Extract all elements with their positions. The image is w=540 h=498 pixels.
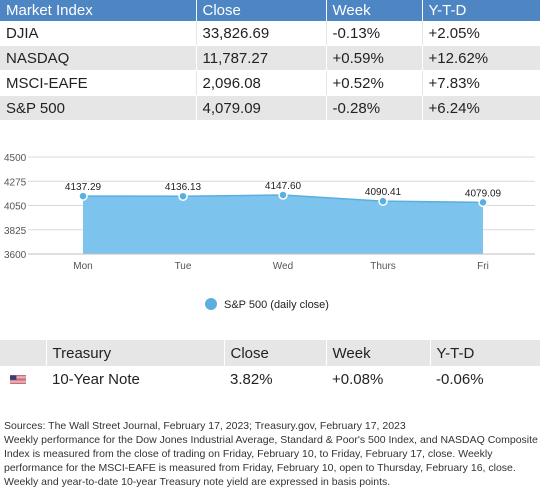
data-point bbox=[178, 191, 188, 201]
index-week: -0.28% bbox=[326, 95, 423, 121]
y-tick-label: 4050 bbox=[4, 202, 27, 213]
header-treasury: Treasury bbox=[46, 340, 225, 366]
y-tick-label: 4275 bbox=[4, 177, 27, 188]
index-close: 33,826.69 bbox=[196, 21, 327, 46]
header-close: Close bbox=[224, 340, 327, 366]
x-tick-label: Mon bbox=[73, 261, 92, 272]
methodology-note: Weekly performance for the Dow Jones Ind… bbox=[4, 434, 538, 488]
index-close: 11,787.27 bbox=[196, 45, 327, 71]
y-tick-label: 3600 bbox=[4, 250, 27, 261]
data-label: 4136.13 bbox=[165, 182, 202, 193]
index-name: DJIA bbox=[0, 21, 197, 46]
data-label: 4079.09 bbox=[465, 188, 502, 199]
table-row: S&P 500 4,079.09 -0.28% +6.24% bbox=[0, 95, 540, 121]
table-row: MSCI-EAFE 2,096.08 +0.52% +7.83% bbox=[0, 70, 540, 96]
x-tick-label: Thurs bbox=[370, 261, 396, 272]
market-table-header: Market Index Close Week Y-T-D bbox=[0, 0, 540, 21]
treasury-table-header: Treasury Close Week Y-T-D bbox=[0, 340, 540, 366]
flag-cell bbox=[0, 366, 46, 392]
index-ytd: +7.83% bbox=[422, 70, 540, 96]
data-label: 4137.29 bbox=[65, 182, 102, 193]
index-week: +0.59% bbox=[326, 45, 423, 71]
header-close: Close bbox=[196, 0, 327, 21]
data-point bbox=[378, 196, 388, 206]
market-index-table: Market Index Close Week Y-T-D DJIA 33,82… bbox=[0, 0, 540, 121]
index-week: +0.52% bbox=[326, 70, 423, 96]
table-row: NASDAQ 11,787.27 +0.59% +12.62% bbox=[0, 45, 540, 71]
index-close: 2,096.08 bbox=[196, 70, 327, 96]
header-week: Week bbox=[326, 0, 423, 21]
header-week: Week bbox=[326, 340, 431, 366]
legend-marker bbox=[205, 298, 217, 310]
y-tick-label: 3825 bbox=[4, 226, 27, 237]
data-point bbox=[478, 197, 488, 208]
data-label: 4090.41 bbox=[365, 187, 402, 198]
sources-note: Sources: The Wall Street Journal, Februa… bbox=[4, 420, 406, 432]
table-row: 10-Year Note 3.82% +0.08% -0.06% bbox=[0, 366, 540, 392]
index-week: -0.13% bbox=[326, 21, 423, 46]
us-flag-icon bbox=[10, 375, 26, 384]
x-tick-label: Tue bbox=[175, 261, 192, 272]
treasury-week: +0.08% bbox=[332, 370, 384, 388]
series-area bbox=[83, 194, 483, 254]
data-label: 4147.60 bbox=[265, 181, 302, 192]
legend-label: S&P 500 (daily close) bbox=[224, 299, 329, 311]
data-point bbox=[278, 190, 288, 200]
index-ytd: +2.05% bbox=[422, 21, 540, 46]
treasury-name: 10-Year Note bbox=[52, 370, 140, 388]
header-ytd: Y-T-D bbox=[430, 340, 540, 366]
index-name: S&P 500 bbox=[0, 95, 197, 121]
table-row: DJIA 33,826.69 -0.13% +2.05% bbox=[0, 21, 540, 46]
data-point bbox=[78, 191, 88, 201]
header-ytd: Y-T-D bbox=[422, 0, 540, 21]
header-flag bbox=[0, 340, 47, 366]
index-ytd: +12.62% bbox=[422, 45, 540, 71]
index-close: 4,079.09 bbox=[196, 95, 327, 121]
sp500-area-chart: 3600 3825 4050 4275 4500 4137.29 Mon 4136.13 Tue… bbox=[4, 153, 535, 311]
treasury-ytd: -0.06% bbox=[436, 370, 484, 388]
x-tick-label: Fri bbox=[477, 261, 489, 272]
index-name: NASDAQ bbox=[0, 45, 197, 71]
x-tick-label: Wed bbox=[273, 261, 293, 272]
index-ytd: +6.24% bbox=[422, 95, 540, 121]
treasury-close: 3.82% bbox=[230, 370, 273, 388]
treasury-table: Treasury Close Week Y-T-D 10- bbox=[0, 340, 540, 392]
y-tick-label: 4500 bbox=[4, 153, 27, 164]
index-name: MSCI-EAFE bbox=[0, 70, 197, 96]
header-market-index: Market Index bbox=[0, 0, 197, 21]
footnotes: Sources: The Wall Street Journal, Februa… bbox=[4, 419, 538, 489]
